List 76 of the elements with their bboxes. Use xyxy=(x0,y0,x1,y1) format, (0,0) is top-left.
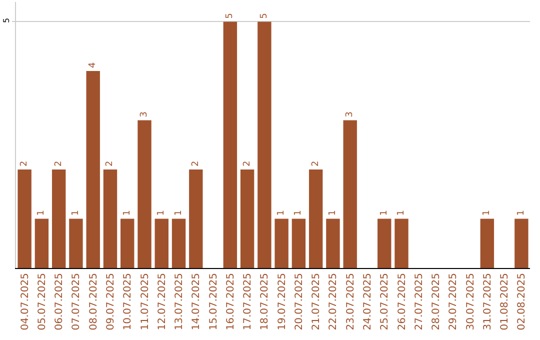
x-tick-label: 12.07.2025 xyxy=(156,273,168,330)
data-label: 1 xyxy=(174,210,184,216)
x-tick-label: 08.07.2025 xyxy=(88,273,100,330)
x-tick-label: 31.07.2025 xyxy=(482,273,494,330)
data-label: 5 xyxy=(225,12,236,19)
x-tick-label: 04.07.2025 xyxy=(20,273,31,330)
data-label: 4 xyxy=(88,62,98,68)
bar xyxy=(223,22,238,268)
x-tick-label: 24.07.2025 xyxy=(362,273,374,330)
bar xyxy=(308,169,323,268)
bar xyxy=(343,120,357,268)
bar xyxy=(514,218,528,268)
data-label: 2 xyxy=(310,160,321,166)
x-tick-label: 14.07.2025 xyxy=(191,273,202,330)
data-label: 1 xyxy=(396,210,406,216)
data-label: 1 xyxy=(122,210,132,216)
data-label: 3 xyxy=(345,111,356,118)
x-tick-label: 21.07.2025 xyxy=(311,273,322,330)
data-label: 2 xyxy=(105,160,116,166)
bar xyxy=(138,120,152,268)
data-label: 1 xyxy=(70,210,81,216)
bar xyxy=(120,218,134,268)
bar xyxy=(258,22,272,268)
data-label: 2 xyxy=(54,160,64,166)
x-tick-label: 11.07.2025 xyxy=(140,273,151,330)
bar xyxy=(240,169,254,268)
x-tick-label: 30.07.2025 xyxy=(465,273,476,330)
data-label: 1 xyxy=(156,210,167,216)
data-label: 1 xyxy=(482,210,492,216)
bar xyxy=(52,169,66,268)
data-label: 1 xyxy=(379,210,390,216)
bar xyxy=(189,169,203,268)
bar xyxy=(86,70,100,268)
bar xyxy=(394,218,408,268)
x-tick-label: 10.07.2025 xyxy=(122,273,134,330)
data-label: 2 xyxy=(190,160,201,166)
bar xyxy=(69,218,83,268)
x-tick-label: 19.07.2025 xyxy=(276,273,288,330)
data-label: 1 xyxy=(294,210,304,216)
x-tick-label: 15.07.2025 xyxy=(208,273,220,330)
x-tick-label: 05.07.2025 xyxy=(36,273,48,330)
data-label: 2 xyxy=(20,160,30,166)
x-tick-label: 16.07.2025 xyxy=(225,273,236,330)
bar xyxy=(18,169,32,268)
x-tick-label: 25.07.2025 xyxy=(380,273,391,330)
x-tick-label: 02.08.2025 xyxy=(516,273,528,330)
bar xyxy=(326,218,340,268)
x-tick-label: 07.07.2025 xyxy=(71,273,82,330)
x-tick-label: 06.07.2025 xyxy=(54,273,66,330)
x-tick-label: 28.07.2025 xyxy=(431,273,442,330)
x-tick-label: 23.07.2025 xyxy=(345,273,356,330)
bar xyxy=(103,169,118,268)
bar xyxy=(154,218,168,268)
data-label: 5 xyxy=(259,12,270,19)
bar xyxy=(274,218,288,268)
x-tick-label: 22.07.2025 xyxy=(328,273,340,330)
bar xyxy=(172,218,186,268)
x-tick-label: 18.07.2025 xyxy=(260,273,271,330)
data-label: 3 xyxy=(140,111,150,118)
bar xyxy=(378,218,392,268)
x-tick-label: 27.07.2025 xyxy=(414,273,425,330)
data-label: 1 xyxy=(328,210,338,216)
x-tick-label: 26.07.2025 xyxy=(396,273,408,330)
x-tick-label: 13.07.2025 xyxy=(174,273,186,330)
data-label: 1 xyxy=(516,210,526,216)
x-tick-label: 29.07.2025 xyxy=(448,273,460,330)
bar xyxy=(34,218,49,268)
data-label: 2 xyxy=(242,160,252,166)
bar xyxy=(480,218,494,268)
x-tick-label: 17.07.2025 xyxy=(242,273,254,330)
x-tick-label: 20.07.2025 xyxy=(294,273,305,330)
x-tick-label: 01.08.2025 xyxy=(500,273,511,330)
data-label: 1 xyxy=(36,210,47,216)
data-label: 1 xyxy=(276,210,287,216)
x-tick-label: 09.07.2025 xyxy=(105,273,116,330)
bar xyxy=(292,218,306,268)
